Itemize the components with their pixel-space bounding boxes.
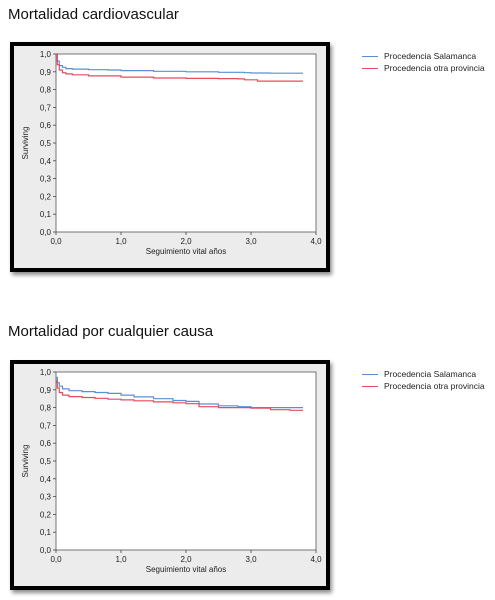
legend-label: Procedencia otra provincia	[384, 381, 485, 391]
series-line-0	[56, 376, 303, 409]
y-tick-label: 0,9	[40, 386, 52, 395]
y-tick-label: 0,3	[40, 493, 52, 502]
chart-frame-cardiovascular: 0,0 0,1 0,2 0,3 0,4 0,5 0,6 0,7 0,8 0,9 1,0 0,0 1,0 2…	[10, 42, 330, 272]
chart-frame-all-cause: 0,0 0,1 0,2 0,3 0,4 0,5 0,6 0,7 0,8 0,9 1,0 0,0 1,0 2…	[10, 360, 330, 590]
series-line-1	[56, 380, 303, 411]
x-tick-label: 4,0	[310, 237, 322, 246]
legend-swatch	[362, 67, 378, 69]
y-tick-label: 0,8	[40, 404, 52, 413]
y-tick-label: 0,5	[40, 457, 52, 466]
legend-swatch	[362, 55, 378, 57]
legend-label: Procedencia Salamanca	[384, 369, 477, 379]
y-axis-label: Surviving	[21, 127, 30, 160]
y-tick-label: 0,8	[40, 86, 52, 95]
legend-label: Procedencia otra provincia	[384, 63, 485, 73]
y-tick-label: 0,4	[40, 475, 52, 484]
y-axis-label: Surviving	[21, 445, 30, 478]
x-tick-label: 4,0	[310, 555, 322, 564]
chart-legend-all-cause: Procedencia Salamanca Procedencia otra pr…	[362, 368, 485, 392]
legend-item-1: Procedencia otra provincia	[362, 380, 485, 392]
y-tick-label: 0,1	[40, 210, 52, 219]
y-tick-label: 0,9	[40, 68, 52, 77]
survival-chart-cardiovascular: 0,0 0,1 0,2 0,3 0,4 0,5 0,6 0,7 0,8 0,9 1,0 0,0 1,0 2…	[21, 50, 322, 256]
legend-item-0: Procedencia Salamanca	[362, 50, 485, 62]
y-tick-label: 0,6	[40, 439, 52, 448]
x-tick-label: 3,0	[245, 555, 257, 564]
chart-legend-cardiovascular: Procedencia Salamanca Procedencia otra pr…	[362, 50, 485, 74]
x-tick-label: 0,0	[50, 237, 62, 246]
y-tick-label: 0,4	[40, 157, 52, 166]
series-line-0	[56, 53, 303, 74]
legend-swatch	[362, 373, 378, 375]
legend-swatch	[362, 385, 378, 387]
y-tick-label: 1,0	[40, 50, 52, 59]
chart-title-all-cause: Mortalidad por cualquier causa	[8, 323, 214, 340]
y-tick-label: 0,2	[40, 192, 52, 201]
chart-title-cardiovascular: Mortalidad cardiovascular	[8, 6, 179, 23]
y-tick-label: 0,7	[40, 421, 52, 430]
y-tick-label: 0,3	[40, 175, 52, 184]
x-tick-label: 1,0	[115, 237, 127, 246]
legend-label: Procedencia Salamanca	[384, 51, 477, 61]
legend-item-0: Procedencia Salamanca	[362, 368, 485, 380]
y-tick-label: 1,0	[40, 368, 52, 377]
y-tick-label: 0,0	[40, 228, 52, 237]
y-tick-label: 0,0	[40, 546, 52, 555]
x-tick-label: 0,0	[50, 555, 62, 564]
x-tick-label: 1,0	[115, 555, 127, 564]
legend-item-1: Procedencia otra provincia	[362, 62, 485, 74]
y-tick-label: 0,1	[40, 528, 52, 537]
y-tick-label: 0,5	[40, 139, 52, 148]
x-axis-label: Seguimiento vital años	[146, 247, 227, 256]
x-axis-label: Seguimiento vital años	[146, 565, 227, 574]
plot-area	[55, 53, 317, 233]
survival-chart-all-cause: 0,0 0,1 0,2 0,3 0,4 0,5 0,6 0,7 0,8 0,9 1,0 0,0 1,0 2…	[21, 368, 322, 574]
y-tick-label: 0,2	[40, 510, 52, 519]
y-tick-label: 0,6	[40, 121, 52, 130]
x-tick-label: 3,0	[245, 237, 257, 246]
series-line-1	[56, 53, 303, 82]
x-tick-label: 2,0	[180, 555, 192, 564]
x-tick-label: 2,0	[180, 237, 192, 246]
y-tick-label: 0,7	[40, 103, 52, 112]
